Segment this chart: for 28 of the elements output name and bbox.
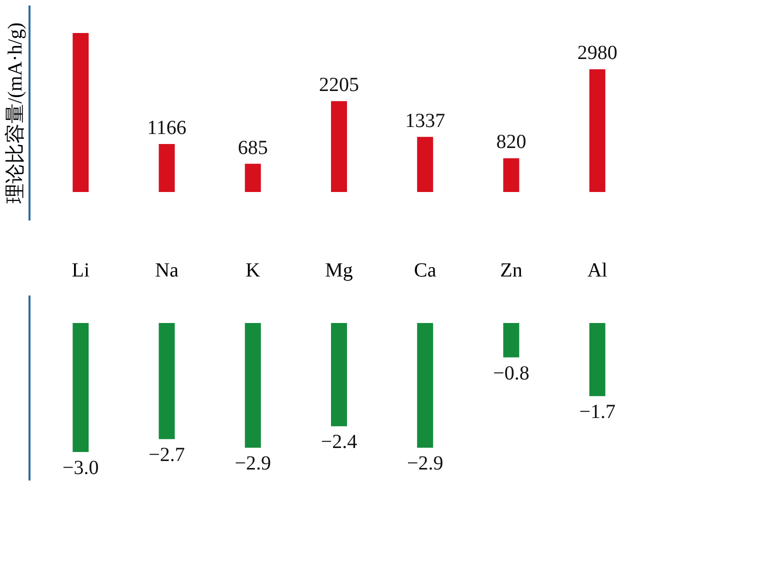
x-tick-label: K [246, 260, 261, 282]
x-tick-label: Li [72, 260, 90, 282]
data-label: −2.9 [406, 452, 444, 475]
bar [589, 69, 606, 192]
bar [244, 164, 261, 192]
data-label: 1337 [405, 110, 446, 132]
data-label: −2.9 [234, 452, 272, 475]
bar [158, 144, 175, 192]
x-tick-label: Al [587, 260, 608, 282]
data-label: −2.4 [320, 431, 358, 454]
data-label: 2205 [319, 74, 359, 96]
data-label: 820 [496, 131, 526, 154]
data-label: −0.8 [493, 362, 530, 384]
data-label: −3.0 [62, 457, 99, 479]
bar [417, 136, 434, 192]
data-label: −2.7 [148, 444, 185, 466]
x-tick-label: Na [155, 260, 179, 282]
data-label: 2980 [577, 42, 618, 64]
x-tick-label: Ca [414, 260, 436, 282]
x-tick-label: Mg [325, 260, 353, 282]
data-label: 685 [238, 136, 268, 159]
x-tick-label: Zn [500, 260, 522, 282]
data-label: −1.7 [579, 401, 616, 424]
bar [503, 158, 520, 192]
bar [72, 33, 89, 192]
y-axis-title: 理论比容量/(mA·h/g) [4, 22, 26, 204]
data-label: 1166 [147, 116, 186, 139]
bar [331, 101, 347, 192]
